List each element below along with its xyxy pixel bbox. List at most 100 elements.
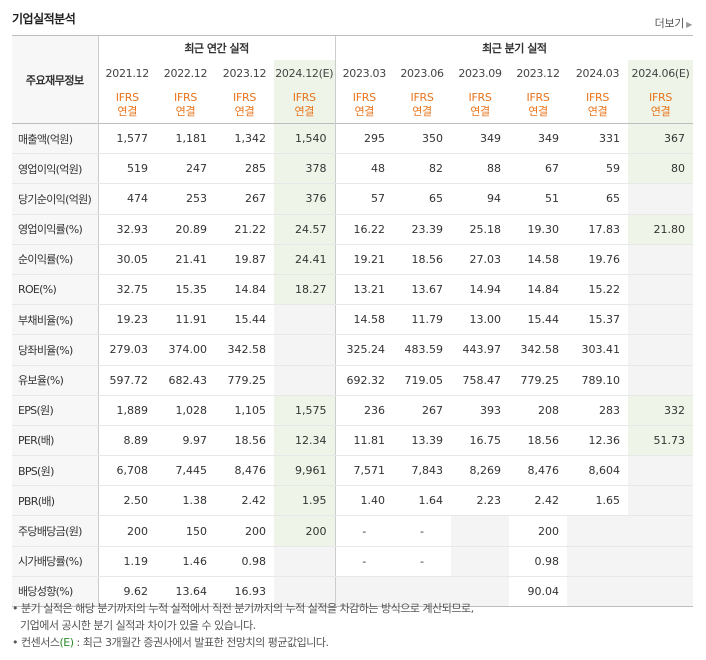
table-cell xyxy=(628,546,694,577)
basis-consolidation: 연결 xyxy=(528,104,548,118)
table-cell: 32.93 xyxy=(97,213,156,245)
table-cell: 2.23 xyxy=(451,485,510,517)
table-row: 순이익률(%) 30.05 21.41 19.87 24.41 19.21 18.56 27.… xyxy=(12,244,694,275)
basis-standard: IFRS xyxy=(468,90,492,104)
footnote-2-estimate-mark: (E) xyxy=(59,636,74,649)
table-cell xyxy=(274,576,336,608)
table-cell: 65 xyxy=(393,183,452,215)
table-cell: 15.44 xyxy=(509,304,568,336)
financial-table: 주요재무정보 최근 연간 실적 최근 분기 실적 2021.12 2022.12 2… xyxy=(12,35,694,608)
table-row: BPS(원) 6,708 7,445 8,476 9,961 7,571 7,843 8,26… xyxy=(12,455,694,487)
row-label: 배당성향(%) xyxy=(12,576,98,608)
basis-standard: IFRS xyxy=(649,90,673,104)
table-cell: 779.25 xyxy=(215,365,274,396)
row-label: 시가배당률(%) xyxy=(12,546,98,577)
table-cell: - xyxy=(393,546,452,577)
period-header: 2024.06(E) xyxy=(628,60,694,86)
table-cell: 18.27 xyxy=(274,274,336,306)
table-cell: 80 xyxy=(628,153,694,185)
basis-standard: IFRS xyxy=(352,90,376,104)
table-cell: 150 xyxy=(156,515,215,547)
table-cell xyxy=(567,576,629,608)
row-label: ROE(%) xyxy=(12,274,98,306)
table-cell: 519 xyxy=(97,153,156,185)
table-cell: 1.64 xyxy=(393,485,452,517)
table-cell: 285 xyxy=(215,153,274,185)
table-row: 매출액(억원) 1,577 1,181 1,342 1,540 295 350 349 349 3… xyxy=(12,122,694,155)
table-cell: 14.84 xyxy=(509,274,568,306)
basis-consolidation: 연결 xyxy=(354,104,375,118)
table-cell: - xyxy=(393,515,452,547)
more-link[interactable]: 더보기 ▶ xyxy=(655,15,693,31)
table-cell: 2.42 xyxy=(215,485,274,517)
table-cell: 94 xyxy=(451,183,510,215)
table-cell: 19.21 xyxy=(334,244,394,275)
table-row: 시가배당률(%) 1.19 1.46 0.98- -0.98 xyxy=(12,546,694,577)
table-cell xyxy=(628,455,694,487)
period-header: 2023.09 xyxy=(458,66,502,80)
table-cell xyxy=(628,365,694,396)
table-cell: 20.89 xyxy=(156,213,215,245)
table-cell: 19.87 xyxy=(215,244,274,275)
table-cell: 474 xyxy=(97,183,156,215)
quarter-group-header: 최근 분기 실적 xyxy=(334,35,694,60)
basis-header: IFRS 연결 xyxy=(451,86,509,124)
basis-header: IFRS 연결 xyxy=(393,86,451,124)
basis-standard: IFRS xyxy=(586,90,610,104)
row-label: 주당배당금(원) xyxy=(12,515,98,547)
table-cell: 16.75 xyxy=(451,425,510,457)
table-row: 유보율(%) 597.72 682.43 779.25 692.32 719.05 758.… xyxy=(12,365,694,396)
table-cell: 376 xyxy=(274,183,336,215)
table-row: ROE(%) 32.75 15.35 14.84 18.27 13.21 13.67 14.9… xyxy=(12,274,694,306)
table-cell: 303.41 xyxy=(567,334,629,366)
basis-consolidation: 연결 xyxy=(117,104,138,118)
table-cell: 14.94 xyxy=(451,274,510,306)
table-cell: 8,476 xyxy=(509,455,568,487)
table-cell xyxy=(567,546,629,577)
section-title: 기업실적분석 xyxy=(12,12,76,26)
table-cell: 597.72 xyxy=(97,365,156,396)
basis-consolidation: 연결 xyxy=(234,104,255,118)
table-cell: 208 xyxy=(509,394,568,426)
table-cell: 32.75 xyxy=(97,274,156,306)
table-cell: 13.64 xyxy=(156,576,215,608)
table-cell: 25.18 xyxy=(451,213,510,245)
table-cell: 342.58 xyxy=(215,334,274,366)
table-cell: 48 xyxy=(334,153,394,185)
table-cell: 200 xyxy=(274,515,336,547)
table-row: 부채비율(%) 19.23 11.91 15.44 14.58 11.79 13.00 15.… xyxy=(12,304,694,336)
table-cell: 349 xyxy=(509,122,568,155)
table-cell: 21.22 xyxy=(215,213,274,245)
table-cell: 682.43 xyxy=(156,365,215,396)
table-cell: 17.83 xyxy=(567,213,629,245)
table-cell: 15.22 xyxy=(567,274,629,306)
table-cell: - xyxy=(334,546,394,577)
table-cell: 24.41 xyxy=(274,244,336,275)
table-row: 영업이익(억원) 519 247 285 378 48 82 88 67 59 80 xyxy=(12,153,694,185)
table-cell xyxy=(274,546,336,577)
table-cell xyxy=(393,576,452,608)
table-row: 영업이익률(%) 32.93 20.89 21.22 24.57 16.22 23.39 25… xyxy=(12,213,694,245)
table-cell: 342.58 xyxy=(509,334,568,366)
table-cell xyxy=(567,515,629,547)
basis-consolidation: 연결 xyxy=(587,104,608,118)
table-cell xyxy=(628,304,694,336)
table-cell: 2.42 xyxy=(509,485,568,517)
table-cell: 67 xyxy=(509,153,568,185)
table-cell: 7,445 xyxy=(156,455,215,487)
table-cell: 7,571 xyxy=(334,455,394,487)
table-cell: 15.44 xyxy=(215,304,274,336)
table-cell: 719.05 xyxy=(393,365,452,396)
table-cell: 200 xyxy=(509,515,568,547)
table-cell xyxy=(628,485,694,517)
basis-standard: IFRS xyxy=(115,90,139,104)
table-row: PBR(배) 2.50 1.38 2.42 1.95 1.40 1.64 2.23 2.42 1.… xyxy=(12,485,694,517)
table-cell: 7,843 xyxy=(393,455,452,487)
table-cell: 82 xyxy=(393,153,452,185)
table-cell: 1.46 xyxy=(156,546,215,577)
table-cell: 59 xyxy=(567,153,629,185)
table-cell: 9,961 xyxy=(274,455,336,487)
footnote-2-text: : 최근 3개월간 증권사에서 발표한 전망치의 평균값입니다. xyxy=(76,636,329,649)
table-cell: 1,181 xyxy=(156,122,215,155)
table-cell: 0.98 xyxy=(509,546,568,577)
